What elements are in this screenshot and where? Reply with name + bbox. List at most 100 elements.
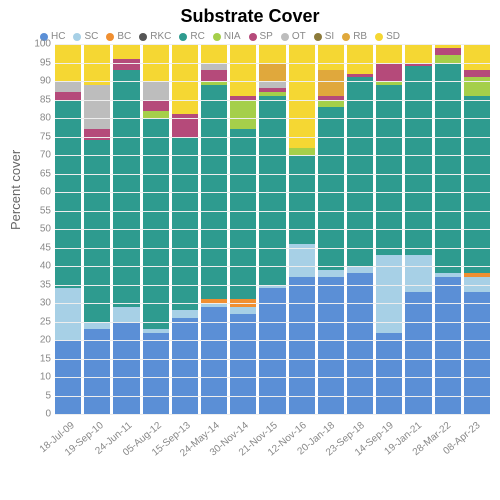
y-tick-label: 75 — [27, 131, 51, 142]
gridline — [55, 359, 490, 360]
legend-swatch — [314, 33, 322, 41]
gridline — [55, 266, 490, 267]
legend-label: OT — [292, 31, 306, 42]
bar-segment — [347, 273, 373, 414]
legend-label: SI — [325, 31, 334, 42]
bar-segment — [113, 307, 139, 322]
y-tick-label: 55 — [27, 205, 51, 216]
bar-segment — [55, 81, 81, 92]
y-tick-label: 25 — [27, 316, 51, 327]
bar-segment — [113, 59, 139, 70]
bar-segment — [55, 288, 81, 340]
bar-segment — [435, 277, 461, 414]
legend: HC SC BC RKC RC NIA SP OT SI RB SD — [0, 27, 500, 44]
gridline — [55, 192, 490, 193]
gridline — [55, 322, 490, 323]
gridline — [55, 377, 490, 378]
gridline — [55, 118, 490, 119]
bar-segment — [318, 270, 344, 277]
gridline — [55, 248, 490, 249]
legend-swatch — [342, 33, 350, 41]
bar-segment — [435, 63, 461, 274]
bar-segment — [84, 329, 110, 414]
legend-swatch — [249, 33, 257, 41]
bar-segment — [376, 44, 402, 63]
legend-item: SP — [249, 31, 273, 42]
legend-label: BC — [117, 31, 131, 42]
bar-segment — [143, 111, 169, 118]
bar-segment — [259, 44, 285, 63]
legend-label: SD — [386, 31, 400, 42]
legend-swatch — [106, 33, 114, 41]
gridline — [55, 303, 490, 304]
bar-segment — [55, 100, 81, 289]
y-tick-label: 30 — [27, 298, 51, 309]
bar-segment — [347, 266, 373, 273]
legend-swatch — [213, 33, 221, 41]
legend-label: HC — [51, 31, 65, 42]
y-tick-label: 40 — [27, 261, 51, 272]
bar-segment — [289, 44, 315, 148]
gridline — [55, 174, 490, 175]
gridline — [55, 285, 490, 286]
bar-segment — [143, 100, 169, 111]
bar-segment — [143, 81, 169, 100]
gridline — [55, 81, 490, 82]
legend-item: NIA — [213, 31, 241, 42]
x-axis-labels: 18-Jul-0919-Sep-1024-Jun-1105-Aug-1215-S… — [55, 414, 490, 474]
legend-item: RB — [342, 31, 367, 42]
bar-segment — [318, 277, 344, 414]
legend-item: SI — [314, 31, 334, 42]
bar-segment — [405, 66, 431, 255]
bar-segment — [113, 44, 139, 59]
bar-segment — [318, 107, 344, 270]
y-tick-label: 10 — [27, 372, 51, 383]
gridline — [55, 211, 490, 212]
legend-label: RKC — [150, 31, 171, 42]
legend-label: NIA — [224, 31, 241, 42]
bar-segment — [289, 155, 315, 244]
legend-label: SC — [84, 31, 98, 42]
legend-item: OT — [281, 31, 306, 42]
y-tick-label: 0 — [27, 409, 51, 420]
bar-segment — [289, 277, 315, 414]
bar-segment — [143, 118, 169, 329]
y-tick-label: 15 — [27, 353, 51, 364]
y-tick-label: 35 — [27, 279, 51, 290]
plot-area: 0510152025303540455055606570758085909510… — [55, 44, 490, 414]
y-axis-label: Percent cover — [8, 150, 23, 230]
bar-segment — [435, 48, 461, 55]
legend-label: RC — [190, 31, 204, 42]
bar-segment — [84, 322, 110, 329]
bar-segment — [172, 44, 198, 114]
bar-segment — [84, 140, 110, 321]
legend-item: BC — [106, 31, 131, 42]
bar-segment — [201, 44, 227, 63]
legend-item: SC — [73, 31, 98, 42]
y-tick-label: 100 — [27, 39, 51, 50]
bar-segment — [113, 322, 139, 415]
gridline — [55, 137, 490, 138]
bar-segment — [143, 333, 169, 414]
bar-segment — [201, 63, 227, 70]
bar-segment — [318, 70, 344, 96]
bar-segment — [172, 318, 198, 414]
bar-segment — [259, 96, 285, 285]
bar-segment — [230, 100, 256, 130]
bar-segment — [230, 307, 256, 314]
gridline — [55, 155, 490, 156]
y-tick-label: 95 — [27, 57, 51, 68]
gridline — [55, 396, 490, 397]
y-tick-label: 80 — [27, 113, 51, 124]
y-tick-label: 90 — [27, 76, 51, 87]
y-tick-label: 45 — [27, 242, 51, 253]
bar-segment — [376, 333, 402, 414]
gridline — [55, 340, 490, 341]
legend-swatch — [139, 33, 147, 41]
gridline — [55, 44, 490, 45]
bar-segment — [84, 44, 110, 85]
bar-segment — [464, 44, 490, 70]
bar-segment — [259, 81, 285, 88]
legend-swatch — [375, 33, 383, 41]
bar-segment — [318, 100, 344, 107]
